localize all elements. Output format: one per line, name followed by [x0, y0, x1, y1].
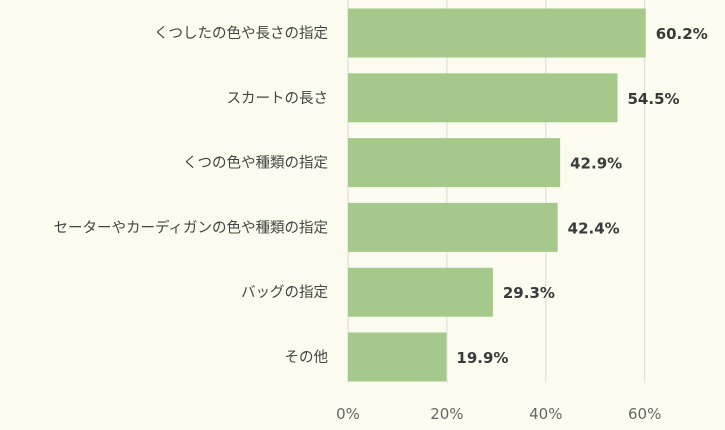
gridlines — [347, 0, 646, 383]
category-label: バッグの指定 — [241, 284, 328, 301]
category-label: スカートの長さ — [227, 90, 329, 107]
x-tick-label: 0% — [336, 405, 360, 423]
bar — [348, 8, 646, 58]
x-axis-tick-labels: 0% 20% 40% 60% — [336, 405, 661, 423]
bar — [348, 73, 618, 123]
x-tick-label: 60% — [628, 405, 661, 423]
category-label: その他 — [285, 349, 329, 366]
category-labels: くつしたの色や長さの指定スカートの長さくつの色や種類の指定セーターやカーディガン… — [54, 25, 328, 366]
x-tick-label: 40% — [529, 405, 562, 423]
value-label: 29.3% — [503, 284, 555, 302]
category-label: くつしたの色や長さの指定 — [154, 25, 328, 42]
value-labels: 60.2% 54.5% 42.9% 42.4% 29.3% 19.9% — [456, 25, 707, 367]
bars — [348, 8, 646, 382]
category-label: セーターやカーディガンの色や種類の指定 — [54, 218, 328, 236]
value-label: 42.9% — [570, 155, 622, 173]
value-label: 19.9% — [456, 349, 508, 367]
x-tick-label: 20% — [430, 405, 463, 423]
bar — [348, 138, 561, 188]
bar — [348, 202, 558, 252]
value-label: 42.4% — [568, 219, 620, 237]
value-label: 54.5% — [628, 90, 680, 108]
bar — [348, 267, 493, 317]
bar — [348, 332, 447, 382]
category-label: くつの色や種類の指定 — [183, 155, 328, 172]
value-label: 60.2% — [656, 25, 708, 43]
